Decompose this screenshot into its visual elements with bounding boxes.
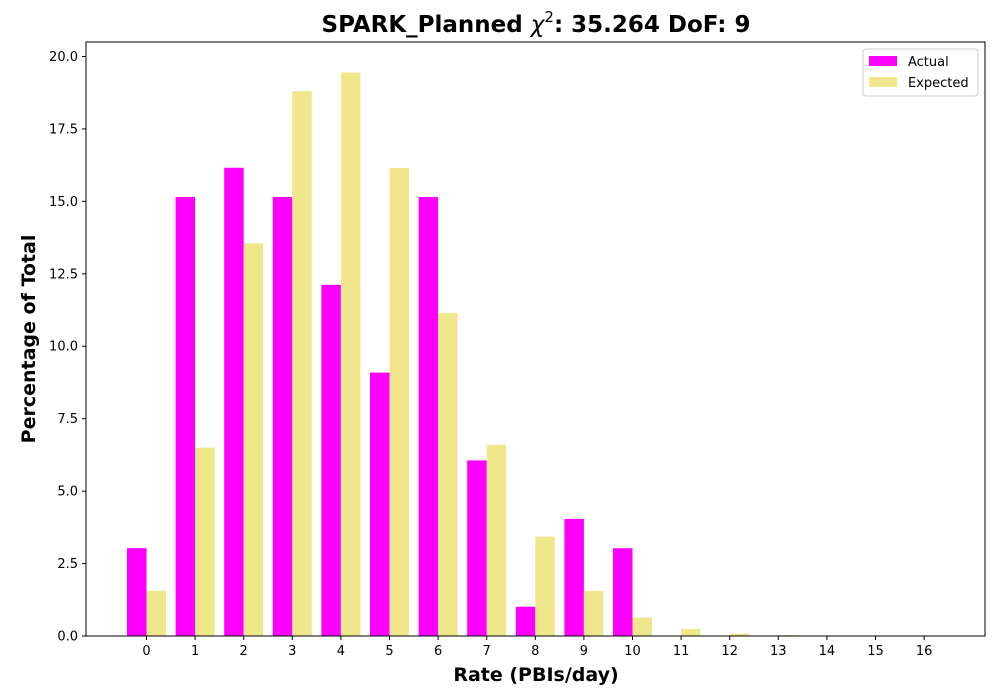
bar-actual-4 [321,284,341,636]
bar-expected-9 [583,590,604,636]
x-tick-label: 1 [191,644,199,659]
x-tick-label: 7 [483,644,491,659]
x-tick-label: 4 [337,644,345,659]
plot-frame [85,41,986,637]
x-axis-label: Rate (PBIs/day) [453,664,618,686]
bar-actual-6 [418,197,439,636]
chart-title: SPARK_Planned χ2: 35.264 DoF: 9 [322,8,751,38]
title-suffix: : 35.264 DoF: 9 [554,12,751,38]
y-tick-label: 17.5 [49,122,78,137]
bar-expected-10 [632,617,652,636]
x-tick-label: 14 [819,644,836,659]
bar-actual-2 [224,167,244,636]
bar-actual-7 [467,460,487,636]
x-axis-ticks: 0 1 2 3 4 5 6 7 8 9 10 11 12 13 14 15 16 [142,636,932,659]
x-tick-label: 11 [673,644,690,659]
legend: Actual Expected [862,48,979,97]
legend-label-actual: Actual [908,55,949,70]
x-tick-label: 8 [531,644,539,659]
y-tick-label: 10.0 [49,340,78,355]
y-tick-label: 2.5 [57,557,78,572]
x-tick-label: 3 [288,644,296,659]
bar-expected-3 [292,91,312,636]
x-tick-label: 16 [916,644,933,659]
bar-actual-9 [564,518,584,636]
x-tick-label: 5 [385,644,393,659]
bar-expected-0 [146,590,166,636]
y-tick-label: 15.0 [49,195,78,210]
bar-expected-2 [243,243,264,636]
bar-actual-1 [175,197,196,636]
bar-expected-6 [438,312,458,636]
y-tick-label: 5.0 [57,485,78,500]
x-tick-label: 12 [721,644,738,659]
bar-actual-10 [613,548,633,636]
bar-expected-12 [729,633,750,636]
legend-label-expected: Expected [908,76,969,91]
x-tick-label: 10 [624,644,641,659]
bar-expected-4 [340,72,361,637]
y-axis-label: Percentage of Total [18,235,40,444]
y-tick-label: 0.0 [57,630,78,645]
legend-swatch-expected [869,77,897,87]
y-tick-label: 7.5 [57,412,78,427]
y-tick-label: 12.5 [49,267,78,282]
x-tick-label: 13 [770,644,787,659]
x-tick-label: 2 [240,644,248,659]
bars [127,72,847,637]
legend-swatch-actual [869,56,897,66]
bar-expected-8 [535,536,555,636]
title-prefix: SPARK_Planned [322,12,531,38]
bar-actual-0 [127,548,147,636]
x-tick-label: 9 [580,644,588,659]
bar-actual-3 [272,197,293,636]
title-chi: χ [529,12,546,38]
bar-expected-5 [389,168,409,637]
y-axis-ticks: 0.0 2.5 5.0 7.5 10.0 12.5 15.0 17.5 20.0 [49,50,86,645]
title-superscript: 2 [544,8,554,26]
bar-expected-11 [681,629,701,636]
x-tick-label: 6 [434,644,442,659]
x-tick-label: 0 [142,644,150,659]
bar-actual-5 [370,372,390,636]
bar-expected-7 [486,444,507,636]
bar-expected-1 [195,447,215,636]
bar-actual-8 [515,606,536,636]
x-tick-label: 15 [867,644,884,659]
y-tick-label: 20.0 [49,50,78,65]
